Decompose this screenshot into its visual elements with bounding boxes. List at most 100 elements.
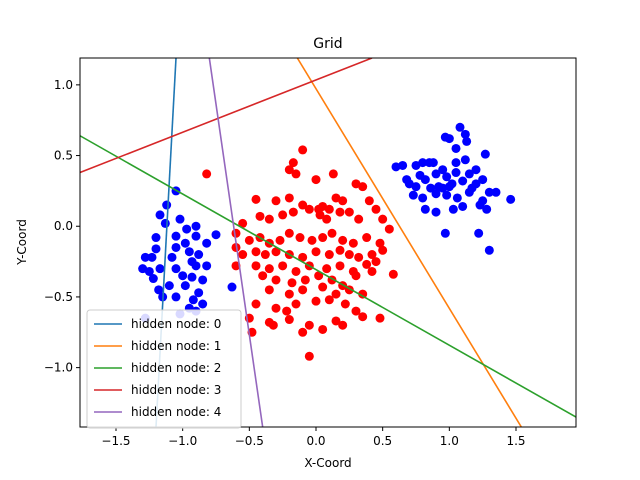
data-point-series-0 — [180, 281, 190, 291]
data-point-series-0 — [460, 129, 470, 139]
data-point-series-0 — [154, 285, 164, 295]
data-point-series-0 — [160, 218, 170, 228]
data-point-series-0 — [164, 281, 174, 291]
plot-area — [80, 58, 576, 427]
data-point-series-1 — [318, 324, 328, 334]
data-point-series-1 — [324, 250, 334, 260]
data-point-series-1 — [244, 235, 254, 245]
data-point-series-1 — [367, 266, 377, 276]
data-point-series-0 — [462, 136, 472, 146]
data-point-series-1 — [238, 250, 248, 260]
legend: hidden node: 0 hidden node: 1 hidden node:… — [86, 309, 242, 429]
data-point-series-0 — [428, 158, 438, 168]
y-tick-label: 0.0 — [54, 219, 73, 233]
data-point-series-0 — [202, 238, 212, 248]
data-point-series-1 — [344, 250, 354, 260]
data-point-series-1 — [384, 224, 394, 234]
data-point-series-0 — [402, 175, 412, 185]
data-point-series-1 — [324, 204, 334, 214]
data-point-series-0 — [420, 175, 430, 185]
x-tick-label: 0.0 — [306, 434, 325, 448]
legend-label: hidden node: 3 — [131, 383, 221, 397]
data-point-series-1 — [282, 306, 292, 316]
data-point-series-1 — [291, 299, 301, 309]
data-point-series-1 — [304, 351, 314, 361]
x-axis: −1.5 −1.0 −0.5 0.0 0.5 1.0 1.5 — [101, 427, 526, 448]
data-point-series-0 — [434, 182, 444, 192]
x-tick-label: 1.5 — [506, 434, 525, 448]
data-point-series-0 — [211, 230, 221, 240]
data-point-series-0 — [451, 143, 461, 153]
data-point-series-0 — [458, 176, 468, 186]
data-point-series-1 — [275, 235, 285, 245]
data-point-series-1 — [288, 207, 298, 217]
data-point-series-0 — [431, 189, 441, 199]
data-point-series-0 — [198, 299, 208, 309]
data-point-series-0 — [167, 252, 177, 262]
data-point-series-1 — [298, 252, 308, 262]
data-point-series-0 — [171, 231, 181, 241]
data-point-series-1 — [295, 233, 305, 243]
data-point-series-0 — [467, 183, 477, 193]
data-point-series-1 — [255, 211, 265, 221]
data-point-series-1 — [354, 252, 364, 262]
data-point-series-1 — [340, 299, 350, 309]
data-point-series-1 — [271, 303, 281, 313]
data-point-series-1 — [260, 250, 270, 260]
y-axis: −1.0 −0.5 0.0 0.5 1.0 — [44, 78, 80, 375]
data-point-series-0 — [452, 193, 462, 203]
data-point-series-1 — [367, 250, 377, 260]
y-tick-label: 0.5 — [54, 149, 73, 163]
data-point-series-0 — [175, 214, 185, 224]
data-point-series-0 — [171, 242, 181, 252]
x-tick-label: −0.5 — [235, 434, 264, 448]
data-point-series-1 — [378, 214, 388, 224]
data-point-series-0 — [184, 247, 194, 257]
legend-label: hidden node: 1 — [131, 339, 221, 353]
data-point-series-1 — [335, 245, 345, 255]
y-tick-label: −1.0 — [44, 361, 73, 375]
data-point-series-0 — [484, 245, 494, 255]
data-point-series-0 — [155, 210, 165, 220]
data-point-series-1 — [335, 261, 345, 271]
data-point-series-1 — [298, 200, 308, 210]
data-point-series-0 — [178, 271, 188, 281]
data-point-series-0 — [198, 275, 208, 285]
data-point-series-1 — [307, 235, 317, 245]
data-point-series-0 — [148, 274, 158, 284]
legend-label: hidden node: 4 — [131, 405, 221, 419]
y-tick-label: 1.0 — [54, 78, 73, 92]
data-point-series-0 — [194, 250, 204, 260]
data-point-series-1 — [284, 165, 294, 175]
data-point-series-0 — [471, 165, 481, 175]
data-point-series-0 — [227, 282, 237, 292]
data-point-series-0 — [451, 168, 461, 178]
data-point-series-0 — [187, 272, 197, 282]
data-point-series-1 — [335, 207, 345, 217]
x-axis-label: X-Coord — [304, 456, 351, 470]
data-point-series-1 — [298, 285, 308, 295]
data-point-series-1 — [288, 158, 298, 168]
hidden-node-line-3 — [80, 58, 373, 174]
data-point-series-0 — [151, 233, 161, 243]
legend-label: hidden node: 2 — [131, 361, 221, 375]
data-point-series-0 — [171, 292, 181, 302]
data-point-series-1 — [298, 327, 308, 337]
x-tick-label: −1.0 — [168, 434, 197, 448]
data-point-series-0 — [418, 193, 428, 203]
data-point-series-1 — [231, 228, 241, 238]
data-point-series-1 — [388, 269, 398, 279]
data-point-series-1 — [371, 257, 381, 267]
data-point-series-0 — [431, 207, 441, 217]
data-point-series-1 — [314, 271, 324, 281]
data-point-series-1 — [278, 210, 288, 220]
data-point-series-0 — [398, 160, 408, 170]
data-point-series-1 — [358, 289, 368, 299]
data-point-series-0 — [442, 190, 452, 200]
data-point-series-0 — [420, 204, 430, 214]
data-point-series-0 — [491, 187, 501, 197]
data-point-series-0 — [418, 158, 428, 168]
data-point-series-1 — [322, 214, 332, 224]
data-point-series-0 — [460, 155, 470, 165]
